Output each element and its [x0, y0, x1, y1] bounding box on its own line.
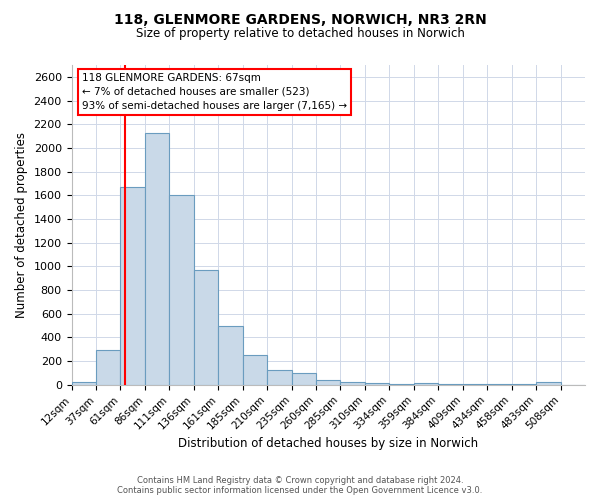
Text: Size of property relative to detached houses in Norwich: Size of property relative to detached ho…	[136, 28, 464, 40]
Y-axis label: Number of detached properties: Number of detached properties	[15, 132, 28, 318]
Text: Contains public sector information licensed under the Open Government Licence v3: Contains public sector information licen…	[118, 486, 482, 495]
Bar	[463, 384, 487, 385]
Bar	[96, 350, 121, 385]
X-axis label: Distribution of detached houses by size in Norwich: Distribution of detached houses by size …	[178, 437, 478, 450]
Bar	[292, 373, 316, 385]
Bar	[194, 270, 218, 385]
Bar	[512, 384, 536, 385]
Bar	[487, 384, 512, 385]
Bar	[365, 383, 389, 385]
Bar	[267, 370, 292, 385]
Bar	[316, 380, 340, 385]
Bar	[242, 355, 267, 385]
Text: 118, GLENMORE GARDENS, NORWICH, NR3 2RN: 118, GLENMORE GARDENS, NORWICH, NR3 2RN	[113, 12, 487, 26]
Text: 118 GLENMORE GARDENS: 67sqm
← 7% of detached houses are smaller (523)
93% of sem: 118 GLENMORE GARDENS: 67sqm ← 7% of deta…	[82, 73, 347, 111]
Bar	[438, 384, 463, 385]
Bar	[389, 384, 414, 385]
Bar	[414, 383, 438, 385]
Bar	[145, 132, 169, 385]
Bar	[218, 326, 242, 385]
Bar	[340, 382, 365, 385]
Bar	[169, 196, 194, 385]
Bar	[536, 382, 560, 385]
Bar	[121, 187, 145, 385]
Text: Contains HM Land Registry data © Crown copyright and database right 2024.: Contains HM Land Registry data © Crown c…	[137, 476, 463, 485]
Bar	[71, 382, 96, 385]
